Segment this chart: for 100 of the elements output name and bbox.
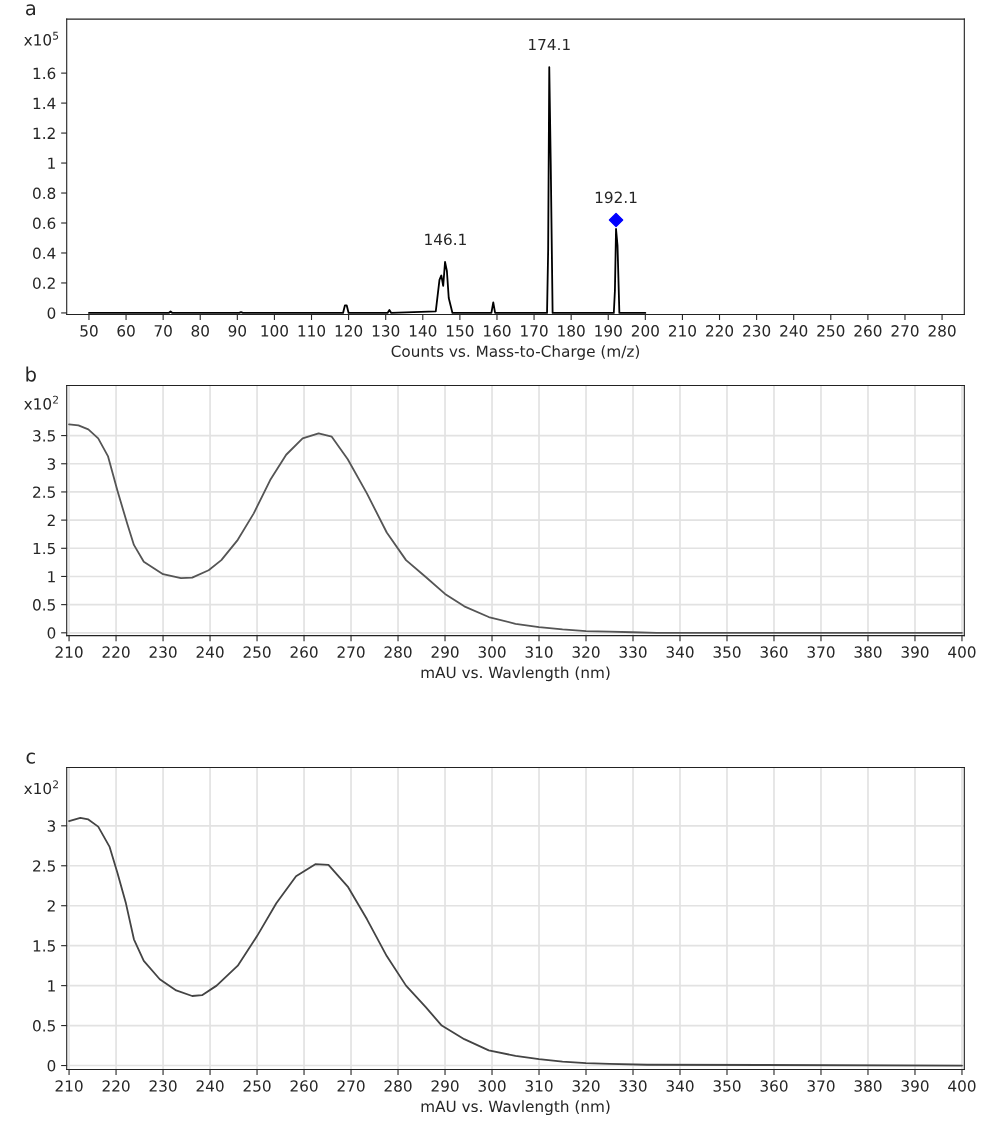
x-tick-label: 300 xyxy=(478,646,506,658)
x-tick-label: 260 xyxy=(290,646,318,658)
x-tick-label: 240 xyxy=(196,1080,224,1092)
x-tick-label: 240 xyxy=(780,325,808,337)
y-tick-label: 1.6 xyxy=(33,67,56,80)
y-tick-label: 0 xyxy=(47,307,56,319)
x-tick-label: 290 xyxy=(431,646,459,658)
x-tick-label: 330 xyxy=(619,646,647,658)
y-tick-label: 0.8 xyxy=(33,187,56,200)
x-tick-label: 230 xyxy=(149,1080,177,1092)
x-tick-label: 270 xyxy=(891,325,919,337)
x-tick-label: 370 xyxy=(807,646,835,658)
x-tick-label: 400 xyxy=(948,646,976,658)
x-tick-label: 230 xyxy=(149,646,177,658)
chart-title: a xyxy=(26,4,35,16)
x-tick-label: 310 xyxy=(525,1080,553,1092)
y-tick-label: 0.5 xyxy=(33,599,55,611)
x-tick-label: 100 xyxy=(261,325,288,337)
y-tick-label: 0.6 xyxy=(33,217,56,230)
x-tick-label: 130 xyxy=(372,325,400,337)
x-tick-label: 310 xyxy=(525,646,553,658)
y-tick-label: 1.4 xyxy=(33,97,56,109)
x-tick-label: 340 xyxy=(666,1080,694,1092)
y-tick-label: 1.2 xyxy=(33,127,55,139)
y-axis-title: x10$^{2}$ xyxy=(24,780,58,795)
y-tick-label: 2 xyxy=(47,514,55,526)
x-tick-label: 330 xyxy=(619,1080,647,1092)
y-tick-label: 1.5 xyxy=(33,940,55,952)
x-tick-label: 70 xyxy=(154,325,172,337)
x-axis-title: Counts vs. Mass-to-Charge (m/z) xyxy=(391,345,640,360)
x-tick-label: 400 xyxy=(948,1080,976,1092)
x-tick-label: 220 xyxy=(102,646,130,658)
y-tick-label: 2.5 xyxy=(33,860,55,872)
x-tick-label: 280 xyxy=(384,1080,412,1092)
x-tick-label: 210 xyxy=(668,325,696,337)
x-tick-label: 120 xyxy=(335,325,363,337)
x-tick-label: 50 xyxy=(80,325,98,337)
annotation: 146.1 xyxy=(425,233,466,246)
y-tick-label: 1 xyxy=(48,157,55,169)
x-tick-label: 210 xyxy=(55,646,83,658)
x-tick-label: 190 xyxy=(595,325,622,337)
annotation: 192.1 xyxy=(595,191,637,204)
y-tick-label: 3.5 xyxy=(33,430,55,442)
x-tick-label: 240 xyxy=(196,646,224,658)
x-tick-label: 350 xyxy=(713,1080,741,1092)
x-tick-label: 160 xyxy=(484,325,511,337)
x-tick-label: 390 xyxy=(901,646,929,658)
x-tick-label: 380 xyxy=(854,1080,882,1092)
x-tick-label: 260 xyxy=(854,325,882,337)
x-tick-label: 170 xyxy=(521,325,548,337)
x-tick-label: 360 xyxy=(760,646,788,658)
x-tick-label: 180 xyxy=(558,325,585,337)
x-tick-label: 90 xyxy=(228,325,247,337)
y-tick-label: 2 xyxy=(47,900,55,912)
x-tick-label: 280 xyxy=(928,325,956,337)
x-tick-label: 350 xyxy=(713,646,741,658)
y-tick-label: 0.4 xyxy=(33,247,56,259)
x-tick-label: 210 xyxy=(55,1080,83,1092)
x-tick-label: 230 xyxy=(743,325,771,337)
x-tick-label: 270 xyxy=(337,1080,365,1092)
y-tick-label: 3 xyxy=(47,820,56,832)
x-tick-label: 60 xyxy=(117,325,135,337)
x-tick-label: 340 xyxy=(666,646,694,658)
y-tick-label: 3 xyxy=(47,458,56,470)
x-tick-label: 360 xyxy=(760,1080,788,1092)
y-tick-label: 1.5 xyxy=(33,542,55,555)
chart-title: c xyxy=(26,752,35,764)
y-tick-label: 0 xyxy=(47,627,56,639)
x-tick-label: 370 xyxy=(807,1080,835,1092)
y-tick-label: 0.2 xyxy=(33,277,55,289)
annotation: 174.1 xyxy=(529,38,570,51)
x-axis-title: mAU vs. Wavlength (nm) xyxy=(421,666,610,682)
x-tick-label: 250 xyxy=(817,325,845,337)
x-tick-label: 390 xyxy=(901,1080,929,1092)
y-tick-label: 1 xyxy=(48,571,55,583)
x-tick-label: 290 xyxy=(431,1080,459,1092)
line-series xyxy=(88,66,647,314)
x-tick-label: 140 xyxy=(409,325,437,337)
x-tick-label: 260 xyxy=(290,1080,318,1092)
x-tick-label: 300 xyxy=(478,1080,506,1092)
x-tick-label: 270 xyxy=(337,646,365,658)
y-axis-title: x10$^{5}$ xyxy=(24,31,59,46)
x-tick-label: 150 xyxy=(446,325,474,337)
y-axis-title: x10$^{2}$ xyxy=(24,395,58,410)
y-tick-label: 1 xyxy=(48,980,55,992)
x-tick-label: 250 xyxy=(243,1080,271,1092)
line-series xyxy=(68,816,963,1067)
x-tick-label: 80 xyxy=(191,325,209,337)
chart-title: b xyxy=(26,366,36,382)
x-tick-label: 280 xyxy=(384,646,412,658)
x-tick-label: 380 xyxy=(854,646,882,658)
x-tick-label: 320 xyxy=(572,1080,600,1092)
x-tick-label: 250 xyxy=(243,646,271,658)
x-tick-label: 200 xyxy=(631,325,659,337)
y-tick-label: 2.5 xyxy=(33,486,55,498)
y-tick-label: 0.5 xyxy=(33,1020,55,1032)
x-tick-label: 110 xyxy=(298,325,326,337)
x-tick-label: 220 xyxy=(706,325,734,337)
x-axis-title: mAU vs. Wavlength (nm) xyxy=(421,1100,610,1116)
x-tick-label: 320 xyxy=(572,646,600,658)
